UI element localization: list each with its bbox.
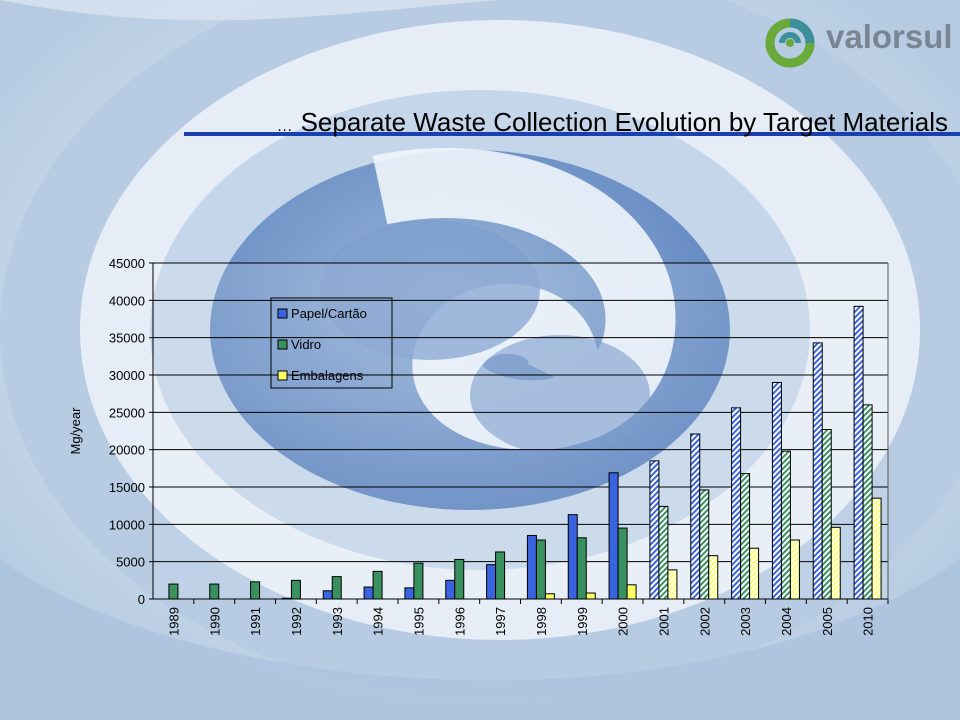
x-tick-label: 1998: [534, 607, 549, 636]
x-tick-label: 1996: [452, 607, 467, 636]
x-tick-label: 1995: [411, 607, 426, 636]
x-tick-label: 2010: [861, 607, 876, 636]
bar-embalagens-2000: [626, 584, 637, 600]
bar-embalagens-1999: [585, 592, 596, 600]
bar-vidro-1998: [535, 539, 546, 600]
swirl-logo-icon: [765, 18, 815, 68]
title-text: Separate Waste Collection Evolution by T…: [300, 107, 948, 137]
x-tick-label: 1991: [248, 607, 263, 636]
bar-vidro-1991: [250, 581, 261, 600]
slide-title: … Separate Waste Collection Evolution by …: [228, 103, 948, 146]
y-axis-label: Mg/year: [68, 407, 83, 455]
bar-vidro-2000: [617, 527, 628, 600]
x-tick-label: 1992: [289, 607, 304, 636]
bar-embalagens-2001: [667, 569, 678, 600]
bar-embalagens-2004: [789, 539, 800, 600]
x-tick-label: 2000: [616, 607, 631, 636]
x-tick-label: 1997: [493, 607, 508, 636]
bar-embalagens-2010: [871, 497, 882, 600]
legend-label-papel: Papel/Cartão: [291, 306, 367, 321]
x-tick-label: 1993: [330, 607, 345, 636]
bar-vidro-2010: [862, 404, 873, 600]
x-tick-label: 2001: [656, 607, 671, 636]
legend-swatch-embalagens: [277, 370, 288, 381]
bar-papel-2003: [731, 407, 742, 600]
bar-vidro-2005: [821, 429, 832, 600]
bar-vidro-2003: [740, 473, 751, 600]
bar-vidro-1993: [331, 576, 342, 600]
bar-embalagens-2005: [830, 526, 841, 600]
bar-embalagens-1998: [544, 593, 555, 600]
bar-embalagens-2002: [708, 555, 719, 600]
bar-papel-2004: [771, 381, 782, 600]
y-tick-label: 20000: [109, 443, 145, 458]
bar-papel-2002: [690, 433, 701, 600]
x-tick-label: 1989: [166, 607, 181, 636]
y-tick-label: 40000: [109, 293, 145, 308]
x-tick-label: 1994: [371, 607, 386, 636]
x-tick-label: 2004: [779, 607, 794, 636]
bar-papel-1997: [486, 564, 497, 600]
bar-papel-1993: [322, 590, 333, 600]
x-tick-label: 2003: [738, 607, 753, 636]
bar-papel-1995: [404, 587, 415, 600]
y-tick-label: 10000: [109, 517, 145, 532]
bar-papel-2005: [812, 342, 823, 600]
y-tick-label: 0: [138, 592, 145, 607]
bar-papel-2010: [853, 305, 864, 600]
bar-vidro-1996: [454, 558, 465, 600]
bar-vidro-1992: [290, 579, 301, 600]
legend-swatch-vidro: [277, 339, 288, 350]
y-tick-label: 30000: [109, 368, 145, 383]
bar-vidro-2002: [699, 489, 710, 600]
valorsul-logo: [765, 18, 815, 68]
y-tick-label: 25000: [109, 405, 145, 420]
x-tick-label: 1990: [207, 607, 222, 636]
y-tick-label: 5000: [116, 555, 145, 570]
bar-papel-1992: [281, 597, 292, 600]
legend-label-vidro: Vidro: [291, 337, 321, 352]
bar-vidro-1999: [576, 537, 587, 600]
bar-papel-1994: [363, 586, 374, 600]
bar-vidro-1994: [372, 570, 383, 600]
bar-vidro-2001: [658, 505, 669, 600]
bar-papel-1996: [445, 579, 456, 600]
x-tick-label: 2005: [820, 607, 835, 636]
bar-vidro-1989: [168, 583, 179, 600]
bar-papel-1999: [567, 514, 578, 600]
bar-embalagens-2003: [749, 547, 760, 600]
title-ellipsis: …: [276, 118, 293, 135]
legend-box: [270, 297, 393, 389]
bar-papel-2000: [608, 472, 619, 600]
title-rule: [184, 132, 960, 136]
bar-papel-1998: [526, 535, 537, 600]
plot-area: [153, 263, 888, 599]
y-tick-label: 15000: [109, 480, 145, 495]
y-tick-label: 35000: [109, 331, 145, 346]
x-tick-label: 1999: [575, 607, 590, 636]
x-tick-label: 2002: [697, 607, 712, 636]
y-tick-label: 45000: [109, 256, 145, 271]
bar-vidro-2004: [780, 450, 791, 600]
legend-swatch-papel: [277, 308, 288, 319]
bar-vidro-1995: [413, 562, 424, 600]
bar-papel-2001: [649, 460, 660, 600]
bar-vidro-1990: [209, 583, 220, 600]
legend-label-embalagens: Embalagens: [291, 368, 364, 383]
logo-wordmark: valorsul: [826, 18, 953, 55]
bar-vidro-1997: [495, 551, 506, 600]
